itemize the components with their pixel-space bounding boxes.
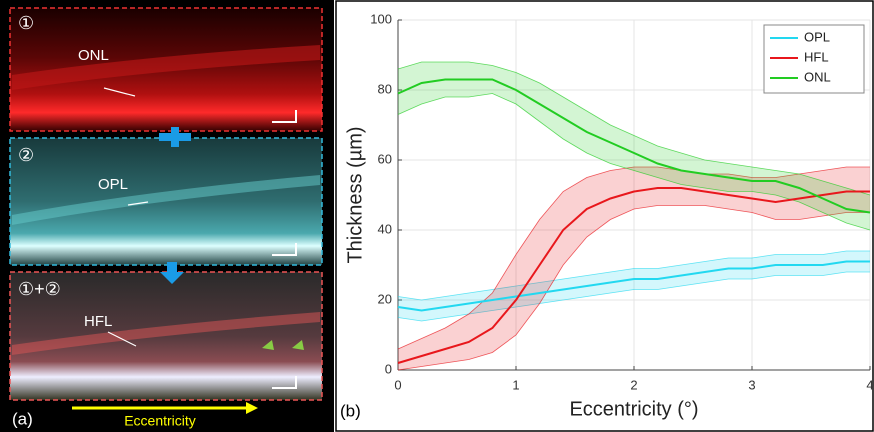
band-edge [397, 166, 870, 350]
chart: 0 20 40 60 80 100 0 1 2 3 4 Eccentricity (°) Thickne… [340, 11, 874, 420]
pointer-lines [103, 87, 149, 347]
x-axis-label: Eccentricity (°) [569, 398, 698, 420]
step-label: ② [18, 145, 34, 165]
axis-label: Eccentricity [124, 413, 196, 429]
x-tick-label: 1 [512, 377, 519, 392]
x-tick-label: 2 [630, 377, 637, 392]
y-tick-label: 0 [385, 361, 392, 376]
down-arrow [160, 262, 184, 284]
layer-label: ONL [78, 47, 109, 64]
x-tick-label: 3 [748, 377, 755, 392]
confidence-band [398, 167, 870, 370]
y-tick-label: 60 [378, 151, 392, 166]
y-tick-label: 40 [378, 221, 392, 236]
y-tick-label: 80 [378, 81, 392, 96]
panel-label: (b) [340, 401, 361, 420]
y-axis-label: Thickness (µm) [344, 126, 366, 263]
band-edge [397, 250, 870, 301]
arrowheads [262, 340, 304, 350]
line [397, 260, 870, 312]
step-label: ①+② [18, 279, 61, 299]
hfl-band [12, 312, 320, 355]
onl-band [12, 45, 320, 90]
opl-image [9, 137, 323, 266]
x-tick-label: 4 [866, 377, 873, 392]
step-label: ① [18, 13, 34, 33]
layer-label: HFL [84, 313, 112, 330]
line [397, 78, 871, 214]
band-edge [397, 271, 870, 322]
panel-label: (a) [12, 409, 33, 428]
band-edge [397, 205, 870, 371]
legend-label: OPL [804, 29, 830, 44]
plus-sign [159, 127, 191, 147]
scale-bars [272, 110, 297, 389]
legend-label: HFL [804, 49, 829, 64]
y-tick-label: 20 [378, 291, 392, 306]
line [397, 187, 870, 364]
legend-label: ONL [804, 69, 831, 84]
y-tick-label: 100 [370, 11, 392, 26]
x-tick-label: 0 [394, 377, 401, 392]
opl-band [12, 175, 320, 225]
band-edge [397, 61, 871, 196]
arrow-head [246, 402, 258, 414]
combined-image [9, 271, 323, 401]
layer-label: OPL [98, 176, 128, 193]
panel-a-labels: ① ONL ② OPL ①+② HFL (a) [12, 13, 128, 429]
